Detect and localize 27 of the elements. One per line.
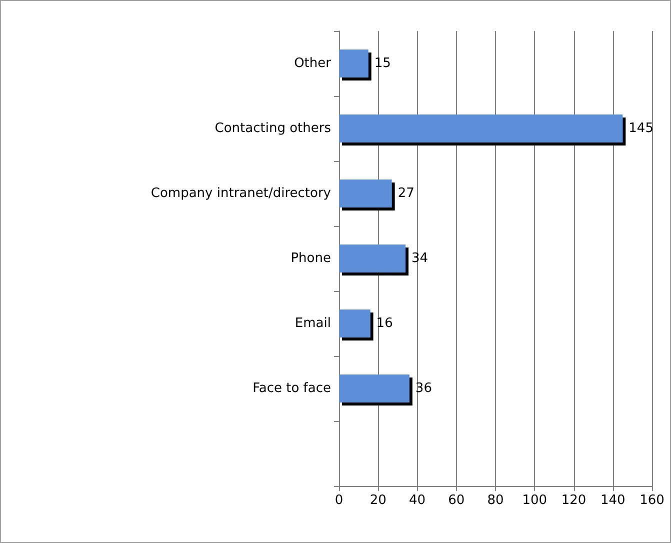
y-tick-label: Email	[294, 316, 331, 331]
data-label: 34	[412, 251, 428, 266]
x-tick-label: 20	[370, 493, 386, 508]
data-label: 16	[376, 316, 393, 331]
data-label: 15	[374, 56, 391, 71]
y-tick-label: Phone	[290, 251, 331, 266]
x-tick-label: 100	[522, 493, 548, 508]
x-tick-label: 60	[448, 493, 465, 508]
bar	[339, 180, 392, 208]
bar	[339, 50, 368, 78]
x-tick-label: 0	[334, 493, 344, 508]
data-label: 27	[398, 186, 414, 201]
y-tick-label: Face to face	[252, 381, 331, 396]
bar	[339, 114, 623, 142]
bar	[339, 244, 406, 272]
y-tick-label: Contacting others	[214, 121, 332, 136]
x-tick-label: 40	[408, 493, 426, 508]
x-tick-label: 120	[561, 493, 586, 508]
y-tick-label: Other	[294, 56, 332, 71]
bar	[339, 310, 370, 338]
y-tick-label: Company intranet/directory	[150, 186, 332, 201]
x-tick-label: 140	[600, 493, 626, 508]
x-tick-label: 80	[487, 493, 504, 508]
data-label: 145	[628, 121, 654, 136]
x-tick-label: 160	[640, 493, 664, 508]
bar	[339, 374, 410, 402]
data-label: 36	[415, 381, 432, 396]
